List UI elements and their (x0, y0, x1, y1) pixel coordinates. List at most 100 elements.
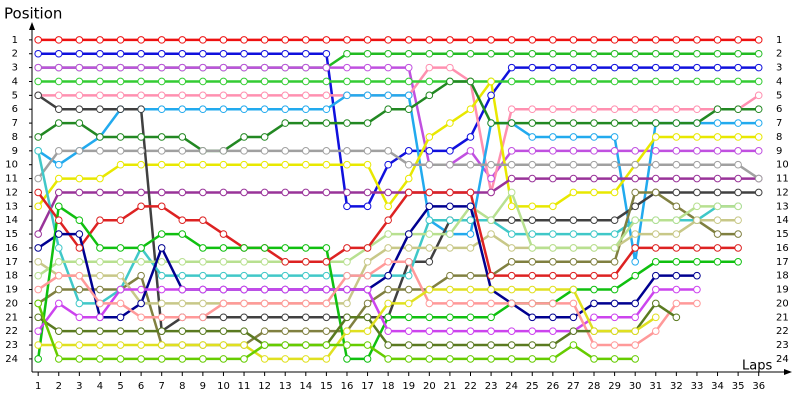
lap-point (240, 147, 248, 155)
x-tick-label: 26 (546, 381, 559, 392)
y-tick-label-right: 4 (776, 76, 782, 87)
lap-point (54, 258, 63, 266)
lap-point (199, 355, 207, 363)
x-tick-label: 22 (464, 381, 477, 392)
lap-point (507, 160, 516, 169)
lap-point (219, 355, 228, 363)
lap-point (528, 147, 537, 155)
lap-point (34, 188, 42, 197)
lap-point (75, 91, 84, 100)
lap-point (693, 271, 701, 280)
x-tick-label: 10 (217, 381, 230, 392)
lap-point (610, 313, 619, 322)
lap-point (404, 49, 413, 58)
lap-point (672, 133, 681, 141)
lap-point (116, 341, 125, 349)
lap-point (672, 147, 681, 155)
lap-point (54, 271, 63, 280)
lap-point (178, 285, 187, 294)
lap-point (343, 202, 351, 211)
lap-point (96, 327, 104, 335)
lap-point (425, 91, 434, 100)
lap-point (260, 258, 269, 266)
x-tick-label: 28 (588, 381, 601, 392)
lap-point (651, 188, 660, 197)
lap-point (302, 188, 310, 197)
lap-point (54, 49, 63, 58)
lap-point (384, 202, 392, 211)
lap-point (631, 147, 639, 155)
lap-point (137, 313, 145, 322)
lap-point (137, 285, 145, 294)
lap-point (754, 147, 763, 155)
lap-point (528, 244, 537, 252)
lap-point (569, 188, 578, 197)
lap-point (610, 355, 619, 363)
lap-point (240, 49, 248, 58)
lap-point (610, 244, 619, 252)
lap-point (137, 341, 145, 349)
lap-point (281, 160, 290, 169)
lap-point (610, 133, 619, 141)
lap-point (137, 105, 145, 114)
lap-point (549, 216, 557, 224)
lap-point (693, 160, 701, 169)
lap-point (343, 160, 351, 169)
lap-point (425, 313, 434, 322)
lap-point (549, 36, 557, 44)
lap-point (178, 160, 187, 169)
y-tick-label: 19 (5, 285, 18, 296)
lap-point (590, 285, 598, 294)
lap-point (528, 36, 537, 44)
lap-point (240, 105, 248, 114)
lap-point (199, 188, 207, 197)
lap-point (466, 327, 475, 335)
lap-point (713, 147, 722, 155)
lap-point (363, 63, 372, 72)
lap-point (590, 63, 598, 72)
lap-point (240, 313, 248, 322)
lap-point (322, 313, 331, 322)
lap-point (425, 355, 434, 363)
lap-point (610, 188, 619, 197)
lap-point (363, 36, 372, 44)
lap-point (302, 299, 310, 308)
lap-point (137, 77, 145, 86)
lap-point (672, 271, 681, 280)
lap-point (384, 147, 392, 155)
lap-point (116, 271, 125, 280)
lap-point (713, 216, 722, 224)
lap-point (343, 271, 351, 280)
lap-point (178, 341, 187, 349)
lap-point (693, 174, 701, 183)
lap-point (54, 355, 63, 363)
lap-point (54, 174, 63, 183)
lap-point (34, 77, 42, 86)
lap-point (713, 202, 722, 211)
x-tick-label: 20 (423, 381, 436, 392)
x-tick-label: 25 (526, 381, 539, 392)
lap-point (672, 202, 681, 211)
lap-point (240, 258, 248, 266)
lap-point (610, 285, 619, 294)
lap-point (528, 105, 537, 114)
lap-point (549, 355, 557, 363)
lap-point (446, 188, 454, 197)
lap-point (569, 49, 578, 58)
lap-point (466, 147, 475, 155)
y-tick-label-right: 17 (776, 257, 789, 268)
lap-point (137, 147, 145, 155)
lap-point (713, 258, 722, 266)
lap-point (281, 258, 290, 266)
lap-point (610, 258, 619, 266)
lap-point (281, 271, 290, 280)
lap-point (363, 160, 372, 169)
lap-point (96, 355, 104, 363)
lap-point (590, 341, 598, 349)
lap-point (734, 119, 742, 127)
y-tick-label-right: 6 (776, 104, 782, 115)
lap-point (713, 188, 722, 197)
lap-point (96, 49, 104, 58)
lap-point (302, 63, 310, 72)
lap-point (157, 341, 166, 349)
